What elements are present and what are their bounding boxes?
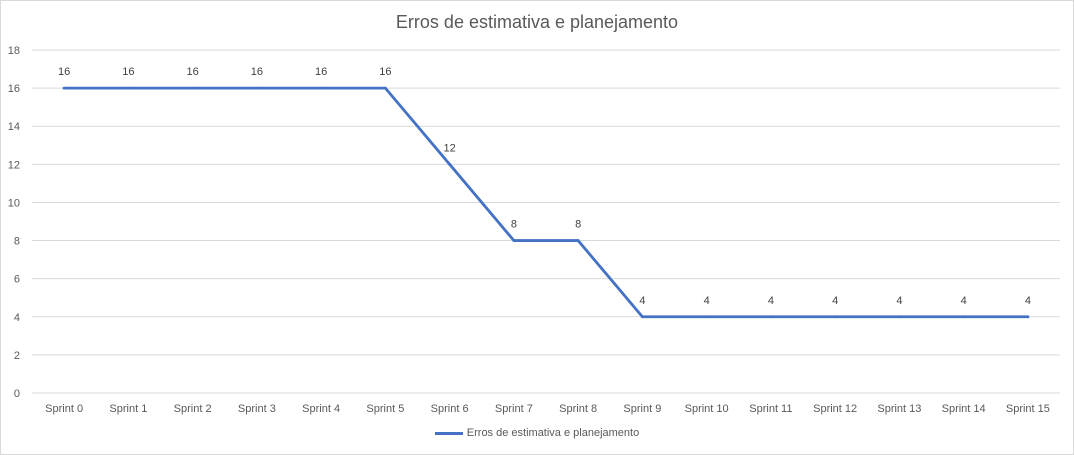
- data-label: 4: [961, 295, 967, 307]
- gridlines: [32, 49, 1060, 394]
- y-tick-label: 18: [8, 45, 20, 57]
- data-label: 8: [575, 219, 581, 231]
- x-axis-tick-labels: Sprint 0 Sprint 1 Sprint 2 Sprint 3 Sprint 4…: [45, 403, 1050, 415]
- x-tick-label: Sprint 6: [431, 403, 469, 415]
- series-lines: [62, 86, 1030, 319]
- data-point: [191, 86, 195, 90]
- data-point: [383, 86, 387, 90]
- data-point: [319, 86, 323, 90]
- data-label: 8: [511, 219, 517, 231]
- chart-title: Erros de estimativa e planejamento: [395, 12, 679, 32]
- data-label: 12: [444, 142, 456, 154]
- data-point: [833, 315, 837, 319]
- x-tick-label: Sprint 7: [495, 403, 533, 415]
- x-tick-label: Sprint 10: [685, 403, 729, 415]
- data-label: 4: [768, 295, 774, 307]
- data-label: 4: [704, 295, 710, 307]
- data-point: [62, 86, 66, 90]
- data-point: [512, 239, 516, 242]
- x-tick-label: Sprint 14: [942, 403, 986, 415]
- y-tick-label: 10: [8, 197, 20, 209]
- y-tick-label: 0: [14, 388, 20, 400]
- y-tick-label: 4: [14, 312, 20, 324]
- x-tick-label: Sprint 2: [174, 403, 212, 415]
- data-labels: 16 16 16 16 16 16 12 8 8 4 4 4 4 4 4 4: [58, 66, 1031, 307]
- data-point: [448, 162, 452, 166]
- y-tick-label: 2: [14, 350, 20, 362]
- data-label: 16: [251, 66, 263, 78]
- x-tick-label: Sprint 15: [1006, 403, 1050, 415]
- legend: Erros de estimativa e planejamento: [0, 427, 1074, 439]
- x-tick-label: Sprint 12: [813, 403, 857, 415]
- data-label: 16: [187, 66, 199, 78]
- legend-swatch: [434, 431, 463, 435]
- data-label: 4: [896, 295, 902, 307]
- data-point: [576, 239, 580, 242]
- data-point: [897, 315, 901, 319]
- data-point: [255, 86, 259, 90]
- x-tick-label: Sprint 11: [749, 403, 792, 415]
- data-point: [1026, 315, 1030, 319]
- y-tick-label: 6: [14, 274, 20, 286]
- x-tick-label: Sprint 5: [366, 403, 404, 415]
- x-tick-label: Sprint 9: [623, 403, 661, 415]
- y-tick-label: 12: [8, 159, 20, 171]
- y-axis-tick-labels: 0 2 4 6 8 10 12 14 16 18: [8, 45, 20, 400]
- data-label: 4: [832, 295, 838, 307]
- data-point: [705, 315, 709, 319]
- legend-label: Erros de estimativa e planejamento: [466, 427, 640, 439]
- data-label: 4: [1025, 295, 1031, 307]
- x-tick-label: Sprint 1: [109, 403, 147, 415]
- x-tick-label: Sprint 8: [559, 403, 597, 415]
- data-label: 16: [58, 66, 70, 78]
- data-point: [769, 315, 773, 319]
- data-label: 16: [122, 66, 134, 78]
- data-label: 16: [315, 66, 327, 78]
- x-tick-label: Sprint 4: [302, 403, 340, 415]
- data-label: 4: [639, 295, 645, 307]
- data-point: [126, 86, 130, 90]
- x-tick-label: Sprint 3: [238, 403, 276, 415]
- x-tick-label: Sprint 13: [877, 403, 921, 415]
- data-point: [962, 315, 966, 319]
- x-tick-label: Sprint 0: [45, 403, 83, 415]
- data-point: [640, 315, 644, 319]
- y-tick-label: 14: [8, 121, 20, 133]
- series-line: [62, 86, 1030, 319]
- y-tick-label: 16: [8, 83, 20, 95]
- data-label: 16: [379, 66, 391, 78]
- y-tick-label: 8: [14, 236, 20, 248]
